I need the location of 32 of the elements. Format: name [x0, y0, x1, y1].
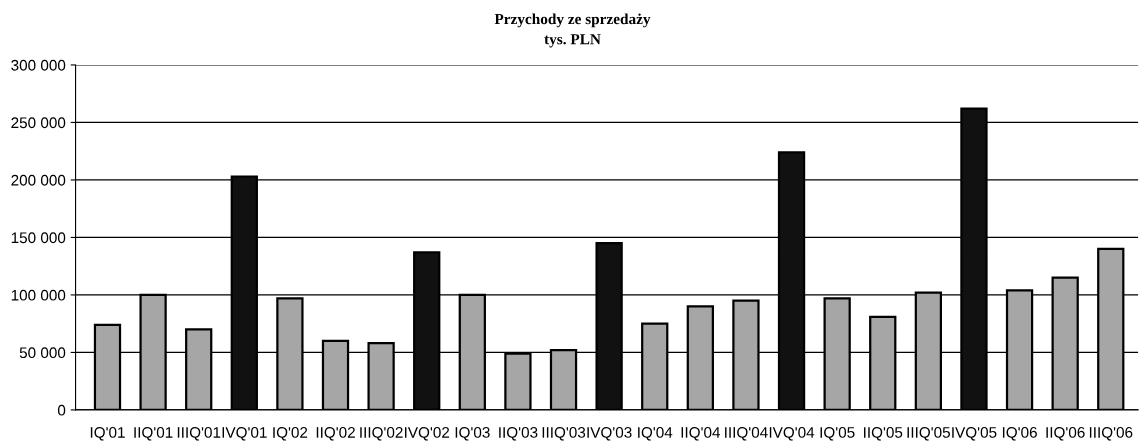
y-tick-label: 0	[57, 404, 66, 416]
y-tick-label: 300 000	[11, 59, 66, 71]
y-tick-label: 150 000	[11, 232, 66, 244]
x-tick-label: IIQ'02	[316, 426, 355, 441]
x-tick-label: IIQ'04	[681, 426, 721, 441]
y-tick-label: 200 000	[11, 174, 66, 186]
x-tick-label: IQ'06	[1002, 426, 1037, 441]
x-tick-label: IIQ'01	[134, 426, 173, 441]
x-tick-label: IVQ'03	[587, 426, 632, 441]
x-tick-label: IQ'02	[273, 426, 308, 441]
chart-subtitle: tys. PLN	[544, 34, 601, 48]
x-tick-label: IQ'01	[90, 426, 125, 441]
x-tick-label: IIQ'06	[1046, 426, 1085, 441]
x-tick-label: IVQ'01	[222, 426, 267, 441]
x-tick-label: IIIQ'01	[177, 426, 221, 441]
x-tick-label: IIQ'03	[499, 426, 538, 441]
x-tick-label: IIIQ'06	[1089, 426, 1133, 441]
x-tick-label: IVQ'05	[952, 426, 997, 441]
x-tick-label: IIIQ'04	[725, 426, 768, 441]
x-tick-label: IVQ'04	[769, 426, 815, 441]
x-tick-label: IVQ'02	[405, 426, 450, 441]
x-tick-label: IQ'04	[638, 426, 673, 441]
y-tick-label: 50 000	[19, 347, 66, 359]
x-tick-label: IIIQ'03	[542, 426, 586, 441]
x-tick-label: IIIQ'05	[907, 426, 950, 441]
y-tick-label: 250 000	[11, 117, 66, 129]
chart-title: Przychody ze sprzedaży	[494, 13, 651, 28]
x-tick-label: IIQ'05	[864, 426, 903, 441]
x-tick-label: IQ'03	[455, 426, 490, 441]
y-tick-label: 100 000	[11, 289, 66, 301]
x-tick-label: IIIQ'02	[360, 426, 403, 441]
x-tick-label: IQ'05	[820, 426, 855, 441]
